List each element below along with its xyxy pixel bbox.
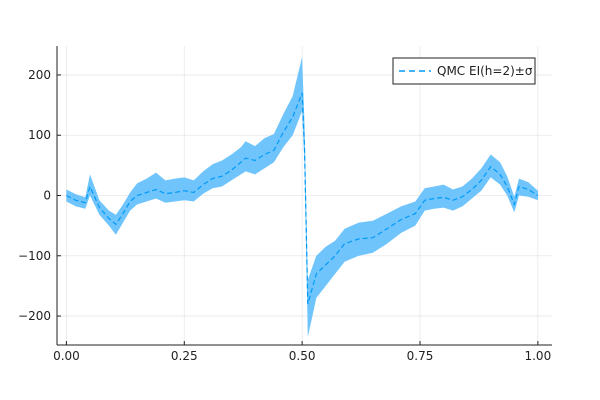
y-tick-label-4: −200 bbox=[18, 309, 51, 323]
y-tick-label-0: 200 bbox=[28, 68, 51, 82]
x-tick-label-3: 0.75 bbox=[407, 349, 434, 363]
x-tick-label-0: 0.00 bbox=[53, 349, 80, 363]
x-tick-label-2: 0.50 bbox=[289, 349, 316, 363]
legend-label: QMC EI(h=2)±σ bbox=[437, 64, 533, 78]
legend: QMC EI(h=2)±σ bbox=[392, 57, 536, 85]
x-tick-labels: 0.00 0.25 0.50 0.75 1.00 bbox=[53, 349, 551, 363]
y-tick-label-1: 100 bbox=[28, 128, 51, 142]
y-tick-labels: 200 100 0 −100 −200 bbox=[18, 68, 51, 323]
error-band-layer bbox=[66, 56, 538, 338]
legend-box bbox=[392, 57, 536, 85]
series-0-error-band bbox=[66, 56, 538, 338]
x-tick-label-1: 0.25 bbox=[171, 349, 198, 363]
y-tick-label-2: 0 bbox=[43, 189, 51, 203]
axes bbox=[56, 46, 552, 346]
x-tick-label-4: 1.00 bbox=[524, 349, 551, 363]
y-tick-label-3: −100 bbox=[18, 249, 51, 263]
